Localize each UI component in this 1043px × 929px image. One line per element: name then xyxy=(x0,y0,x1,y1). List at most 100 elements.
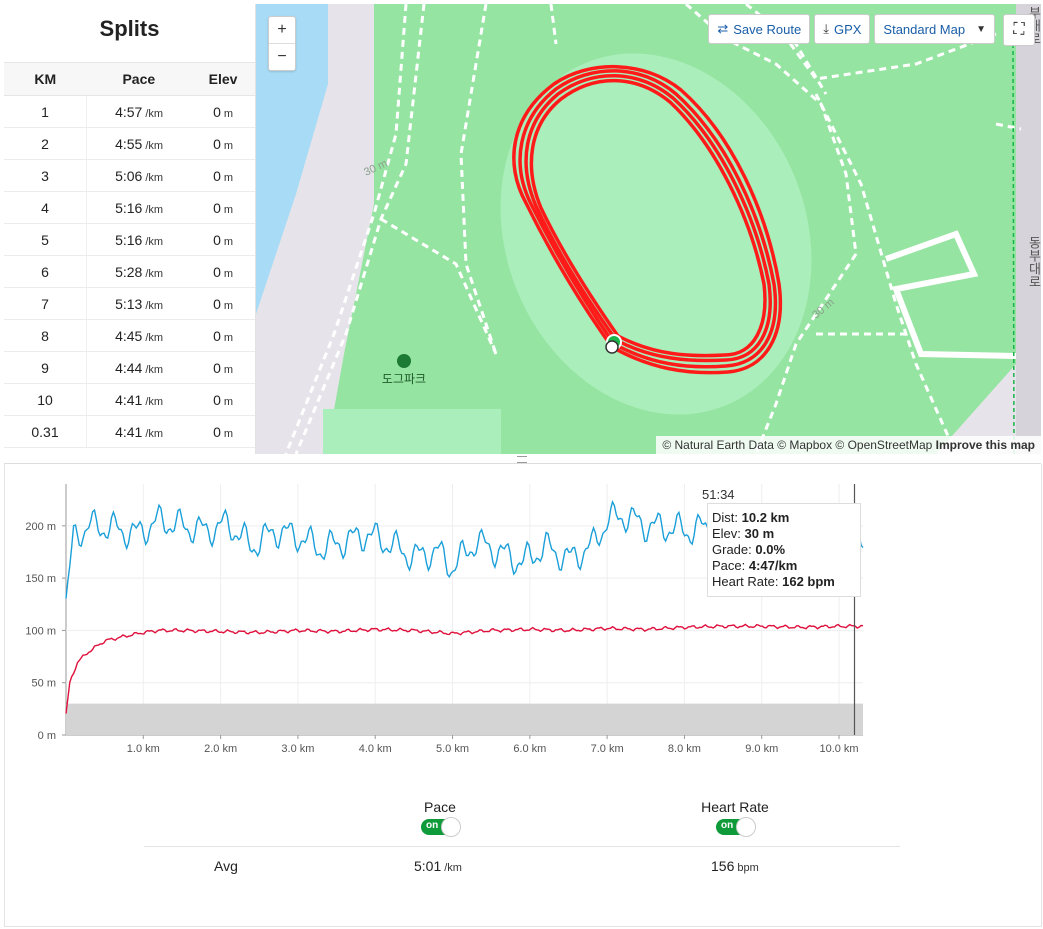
split-km: 2 xyxy=(4,127,87,160)
header-km: KM xyxy=(4,62,87,96)
save-route-button[interactable]: ⇄ Save Route xyxy=(708,14,811,44)
tooltip-dist: 10.2 km xyxy=(741,510,790,525)
improve-map-link[interactable]: Improve this map xyxy=(935,438,1035,452)
summary-divider xyxy=(144,846,900,847)
attribution-text: © Natural Earth Data © Mapbox © OpenStre… xyxy=(662,438,933,452)
fullscreen-button[interactable]: ⛶ xyxy=(1003,14,1035,46)
split-pace-value: 5:16 xyxy=(115,199,143,216)
split-row: 7 5:13/km 0 m xyxy=(4,287,255,320)
tooltip-hr: 162 bpm xyxy=(782,574,835,589)
route-track xyxy=(512,64,782,375)
map-style-select[interactable]: Standard Map ▼ xyxy=(874,14,995,44)
map-style-label: Standard Map xyxy=(883,21,966,37)
split-elev-unit: m xyxy=(223,139,234,152)
avg-pace-value: 5:01 xyxy=(414,858,442,874)
split-km: 6 xyxy=(4,255,87,288)
map-attribution: © Natural Earth Data © Mapbox © OpenStre… xyxy=(656,436,1041,454)
split-km: 8 xyxy=(4,319,87,352)
split-pace-unit: /km xyxy=(145,267,164,280)
caret-down-icon: ▼ xyxy=(976,23,986,35)
split-pace-value: 4:57 xyxy=(115,103,143,120)
resize-handle-icon[interactable] xyxy=(517,456,527,463)
tooltip-hr-label: Heart Rate: xyxy=(712,574,779,589)
split-km: 1 xyxy=(4,95,87,128)
route-map[interactable]: 도그파크 30 m 30 m 동부대로 부대로 + − ⇄ Save Route… xyxy=(256,4,1041,454)
save-route-label: Save Route xyxy=(733,21,802,37)
split-pace-value: 5:28 xyxy=(115,263,143,280)
tooltip-elev: 30 m xyxy=(744,526,775,541)
split-pace-unit: /km xyxy=(145,139,164,152)
split-elev-unit: m xyxy=(223,203,234,216)
river xyxy=(256,4,328,314)
split-km: 7 xyxy=(4,287,87,320)
hr-toggle-label: Heart Rate xyxy=(701,799,769,815)
tooltip-pace-label: Pace: xyxy=(712,558,746,573)
field-area xyxy=(323,409,501,454)
split-pace-value: 5:16 xyxy=(115,231,143,248)
split-elev-value: 0 xyxy=(213,231,221,248)
chart-tooltip: Dist: 10.2 km Elev: 30 m Grade: 0.0% Pac… xyxy=(707,503,861,597)
split-km: 3 xyxy=(4,159,87,192)
gpx-label: GPX xyxy=(833,21,862,37)
route-icon: ⇄ xyxy=(717,21,729,36)
split-km: 4 xyxy=(4,191,87,224)
split-km: 0.31 xyxy=(4,415,87,448)
split-row: 9 4:44/km 0 m xyxy=(4,351,255,384)
hr-toggle[interactable]: on xyxy=(716,817,756,837)
split-pace-value: 4:45 xyxy=(115,327,143,344)
road-strip xyxy=(1016,4,1041,454)
footpath xyxy=(884,230,1017,359)
split-elev-value: 0 xyxy=(213,135,221,152)
pace-toggle-group: Pace on xyxy=(410,799,470,838)
pace-toggle[interactable]: on xyxy=(421,817,461,837)
map-canvas[interactable]: 도그파크 30 m 30 m 동부대로 부대로 xyxy=(256,4,1041,454)
split-elev-value: 0 xyxy=(213,359,221,376)
split-row: 4 5:16/km 0 m xyxy=(4,191,255,224)
pace-toggle-state: on xyxy=(426,820,439,831)
zoom-out-button[interactable]: − xyxy=(277,48,287,65)
toggle-knob xyxy=(736,817,756,837)
tooltip-dist-label: Dist: xyxy=(712,510,738,525)
split-elev-value: 0 xyxy=(213,167,221,184)
panel-resize-divider[interactable] xyxy=(4,454,1041,464)
split-pace: 5:16/km xyxy=(86,191,192,224)
split-pace-value: 5:06 xyxy=(115,167,143,184)
split-pace-unit: /km xyxy=(145,331,164,344)
split-elev-value: 0 xyxy=(213,327,221,344)
tooltip-elev-label: Elev: xyxy=(712,526,741,541)
split-pace: 4:57/km xyxy=(86,95,192,128)
split-row: 8 4:45/km 0 m xyxy=(4,319,255,352)
avg-hr-value: 156 xyxy=(711,858,735,874)
split-row: 2 4:55/km 0 m xyxy=(4,127,255,160)
hr-toggle-group: Heart Rate on xyxy=(695,799,775,838)
split-elev-value: 0 xyxy=(213,263,221,280)
split-km: 9 xyxy=(4,351,87,384)
zoom-control: + − xyxy=(268,16,296,71)
tooltip-pace: 4:47/km xyxy=(748,558,798,573)
road-label: 동부대로 xyxy=(1026,236,1041,288)
split-pace: 5:28/km xyxy=(86,255,192,288)
split-row: 1 4:57/km 0 m xyxy=(4,95,255,128)
split-pace-value: 4:44 xyxy=(115,359,143,376)
split-row: 10 4:41/km 0 m xyxy=(4,383,255,416)
header-elev: Elev xyxy=(191,62,255,96)
boundary-line xyxy=(1012,43,1015,454)
split-pace: 5:16/km xyxy=(86,223,192,256)
gpx-download-button[interactable]: ⤓ GPX xyxy=(814,14,871,44)
split-elev-unit: m xyxy=(223,395,234,408)
split-elev-unit: m xyxy=(223,171,234,184)
split-pace: 4:41/km xyxy=(86,415,192,448)
split-pace-unit: /km xyxy=(145,427,164,440)
split-pace: 4:44/km xyxy=(86,351,192,384)
split-pace-unit: /km xyxy=(145,235,164,248)
pace-toggle-label: Pace xyxy=(424,799,456,815)
split-elev-unit: m xyxy=(223,107,234,120)
zoom-in-button[interactable]: + xyxy=(269,17,295,44)
park-poi-icon xyxy=(397,354,411,368)
split-elev-unit: m xyxy=(223,363,234,376)
download-icon: ⤓ xyxy=(823,21,829,36)
